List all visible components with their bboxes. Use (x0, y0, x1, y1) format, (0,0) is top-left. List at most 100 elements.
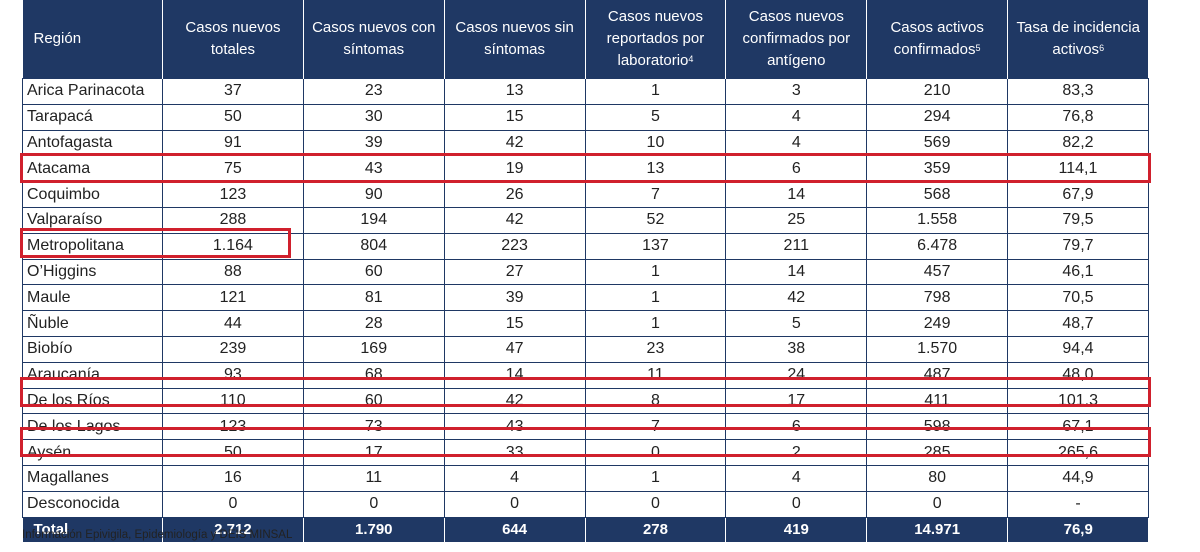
value-cell: 68 (302, 361, 445, 389)
footnote-marker: 4 (688, 54, 694, 64)
table-row: Metropolitana 1.164 804 223 137 211 6.478 79,7 (22, 232, 1149, 260)
value-cell: 4 (725, 103, 868, 131)
column-header-label: Casos nuevos reportados por laboratorio (606, 8, 705, 69)
value-cell: 28 (302, 310, 445, 337)
value-cell: 81 (302, 284, 445, 312)
value-cell: 1 (584, 258, 727, 286)
table-row: Arica Parinacota 37 23 13 1 3 210 83,3 (22, 78, 1149, 105)
value-cell: 39 (443, 284, 586, 312)
value-cell: 48,0 (1007, 361, 1149, 389)
value-cell: 76,8 (1007, 103, 1149, 131)
value-cell: 0 (866, 490, 1009, 518)
value-cell: 223 (443, 232, 586, 260)
value-cell: 17 (302, 439, 445, 466)
value-cell: 137 (584, 232, 727, 260)
value-cell: 91 (162, 129, 304, 157)
value-cell: 33 (443, 439, 586, 466)
column-header-label: Casos nuevos totales (185, 19, 281, 58)
value-cell: 70,5 (1007, 284, 1149, 312)
table-row: De los Ríos 110 60 42 8 17 411 101,3 (22, 387, 1149, 415)
column-header-2: Casos nuevos con síntomas (302, 0, 445, 79)
value-cell: 1 (584, 284, 727, 312)
region-name-cell: Tarapacá (22, 103, 163, 131)
value-cell: 0 (725, 490, 868, 518)
value-cell: 50 (162, 439, 304, 466)
table-row: Coquimbo 123 90 26 7 14 568 67,9 (22, 181, 1149, 208)
value-cell: 359 (866, 155, 1009, 183)
value-cell: 568 (866, 181, 1009, 208)
value-cell: 239 (162, 335, 304, 363)
value-cell: 4 (725, 129, 868, 157)
value-cell: 10 (584, 129, 727, 157)
value-cell: 67,1 (1007, 413, 1149, 441)
column-header-label: Casos nuevos confirmados por antígeno (742, 8, 851, 69)
value-cell: 598 (866, 413, 1009, 441)
table-row: Atacama 75 43 19 13 6 359 114,1 (22, 155, 1149, 183)
value-cell: 6 (725, 155, 868, 183)
value-cell: 6 (725, 413, 868, 441)
header-row: Región Casos nuevos totales Casos nuevos c… (22, 0, 1149, 79)
value-cell: 804 (302, 232, 445, 260)
footnote-marker: 6 (1099, 43, 1105, 53)
value-cell: 3 (725, 78, 868, 105)
region-name-cell: Magallanes (22, 464, 163, 492)
value-cell: 5 (725, 310, 868, 337)
total-label-cell: Total (22, 517, 163, 542)
value-cell: 82,2 (1007, 129, 1149, 157)
value-cell: 5 (584, 103, 727, 131)
value-cell: 0 (162, 490, 304, 518)
table-row: Aysén 50 17 33 0 2 285 265,6 (22, 439, 1149, 466)
region-name-cell: Desconocida (22, 490, 163, 518)
value-cell: 43 (302, 155, 445, 183)
column-header-4: Casos nuevos reportados por laboratorio4 (584, 0, 726, 79)
value-cell: 411 (866, 387, 1009, 415)
value-cell: 294 (866, 103, 1009, 131)
region-name-cell: Metropolitana (22, 232, 163, 260)
value-cell: 42 (443, 206, 586, 234)
total-value-cell: 644 (443, 517, 586, 542)
table-row: O’Higgins 88 60 27 1 14 457 46,1 (22, 258, 1149, 286)
value-cell: 1.558 (866, 206, 1009, 234)
value-cell: 44 (162, 310, 304, 337)
total-value-cell: 1.790 (302, 517, 445, 542)
value-cell: 11 (584, 361, 727, 389)
value-cell: 123 (162, 413, 304, 441)
region-name-cell: Maule (22, 284, 163, 312)
total-value-cell: 14.971 (866, 517, 1008, 542)
value-cell: 42 (443, 129, 586, 157)
table-row: Biobío 239 169 47 23 38 1.570 94,4 (22, 335, 1149, 363)
value-cell: 0 (302, 490, 445, 518)
value-cell: 23 (584, 335, 727, 363)
table-row: Ñuble 44 28 15 1 5 249 48,7 (22, 310, 1149, 337)
value-cell: 79,5 (1007, 206, 1149, 234)
value-cell: 42 (725, 284, 868, 312)
value-cell: 47 (443, 335, 586, 363)
region-name-cell: Ñuble (22, 310, 163, 337)
value-cell: 4 (443, 464, 586, 492)
table-header: Región Casos nuevos totales Casos nuevos c… (22, 0, 1149, 79)
region-name-cell: Arica Parinacota (22, 78, 163, 105)
value-cell: 60 (302, 258, 445, 286)
value-cell: 194 (302, 206, 445, 234)
table-row: Valparaíso 288 194 42 52 25 1.558 79,5 (22, 206, 1149, 234)
value-cell: 569 (866, 129, 1009, 157)
value-cell: 50 (162, 103, 304, 131)
regional-cases-table: Región Casos nuevos totales Casos nuevos c… (22, 0, 1149, 542)
source-note: Información Epivigila, Epidemiología y D… (22, 529, 293, 541)
region-name-cell: Araucanía (22, 361, 163, 389)
value-cell: 90 (302, 181, 445, 208)
value-cell: 38 (725, 335, 868, 363)
region-name-cell: Biobío (22, 335, 163, 363)
value-cell: 16 (162, 464, 304, 492)
footnote-marker: 5 (975, 43, 981, 53)
value-cell: 48,7 (1007, 310, 1149, 337)
value-cell: 1 (584, 464, 727, 492)
column-header-label: Región (33, 30, 82, 47)
value-cell: 14 (725, 181, 868, 208)
total-value-cell: 76,9 (1007, 517, 1149, 542)
table-row: Tarapacá 50 30 15 5 4 294 76,8 (22, 103, 1149, 131)
value-cell: 39 (302, 129, 445, 157)
value-cell: 211 (725, 232, 868, 260)
column-header-6: Casos activos confirmados5 (866, 0, 1008, 79)
column-header-label: Casos activos confirmados (890, 19, 984, 58)
